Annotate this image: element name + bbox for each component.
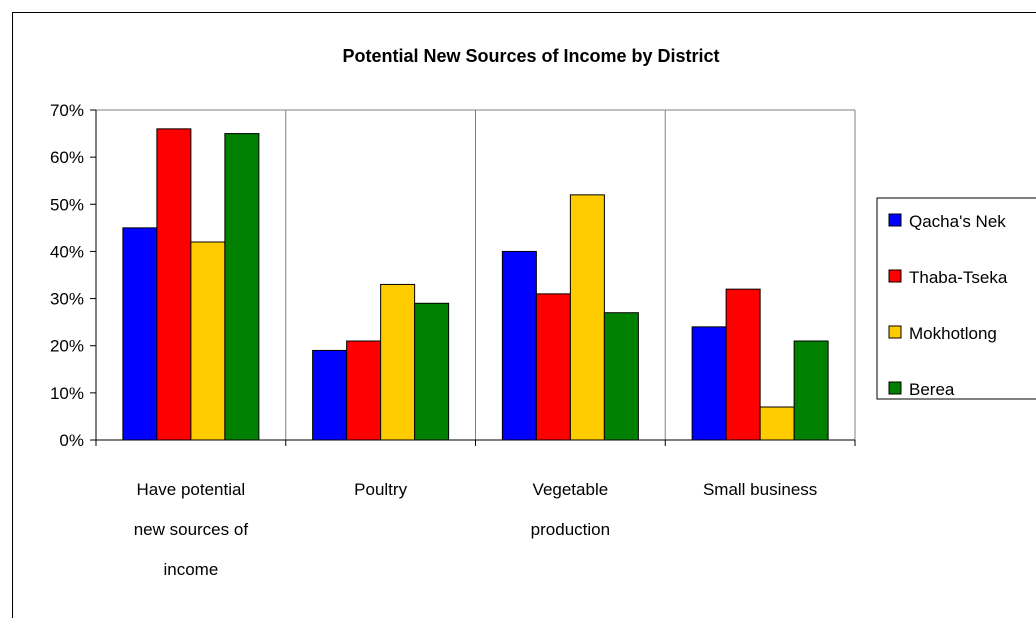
legend-label: Mokhotlong <box>909 324 997 343</box>
bar-thaba-tseka-2 <box>535 293 571 441</box>
y-tick-label: 0% <box>59 431 84 450</box>
bar-thaba-tseka-3 <box>725 288 761 441</box>
y-tick-label: 60% <box>50 148 84 167</box>
bar-mokhotlong-0 <box>190 241 226 441</box>
x-category-label: Have potential <box>137 480 246 499</box>
legend-label: Berea <box>909 380 955 399</box>
bar-qacha-s-nek-0 <box>122 227 158 441</box>
bar-berea-3 <box>793 340 829 441</box>
bar-berea-0 <box>224 133 260 441</box>
bar-qacha-s-nek-2 <box>501 250 537 441</box>
bars <box>122 128 829 441</box>
chart-title: Potential New Sources of Income by Distr… <box>342 46 719 66</box>
y-tick-label: 70% <box>50 101 84 120</box>
legend-label: Thaba-Tseka <box>909 268 1008 287</box>
x-category-label: Poultry <box>354 480 407 499</box>
bar-mokhotlong-1 <box>380 283 416 441</box>
bar-mokhotlong-3 <box>759 406 795 441</box>
y-tick-label: 10% <box>50 384 84 403</box>
bar-berea-2 <box>603 312 639 441</box>
bar-mokhotlong-2 <box>569 194 605 441</box>
legend-swatch <box>888 325 902 339</box>
legend-swatch <box>888 269 902 283</box>
x-axis: Have potential new sources of income Poultr… <box>95 439 856 579</box>
legend-swatch <box>888 381 902 395</box>
y-tick-label: 40% <box>50 242 84 261</box>
legend-swatch <box>888 213 902 227</box>
legend-label: Qacha's Nek <box>909 212 1006 231</box>
x-category-label: income <box>163 560 218 579</box>
bar-berea-1 <box>414 302 450 441</box>
legend-box <box>876 197 1036 400</box>
bar-thaba-tseka-0 <box>156 128 192 441</box>
chart-area: Potential New Sources of Income by Distr… <box>12 12 1036 618</box>
y-tick-label: 50% <box>50 195 84 214</box>
y-axis: 0% 10% 20% 30% 40% 50% 60% 70% <box>50 101 97 450</box>
bar-qacha-s-nek-3 <box>691 326 727 441</box>
x-category-label: new sources of <box>134 520 249 539</box>
x-category-label: production <box>531 520 610 539</box>
bar-chart: Potential New Sources of Income by Distr… <box>50 46 1036 579</box>
x-category-label: Vegetable <box>533 480 609 499</box>
y-tick-label: 20% <box>50 337 84 356</box>
legend: Qacha's Nek Thaba-Tseka Mokhotlong Berea <box>876 197 1036 400</box>
y-tick-label: 30% <box>50 290 84 309</box>
x-category-label: Small business <box>703 480 817 499</box>
grid <box>96 109 856 440</box>
bar-qacha-s-nek-1 <box>312 349 348 441</box>
bar-thaba-tseka-1 <box>346 340 382 441</box>
